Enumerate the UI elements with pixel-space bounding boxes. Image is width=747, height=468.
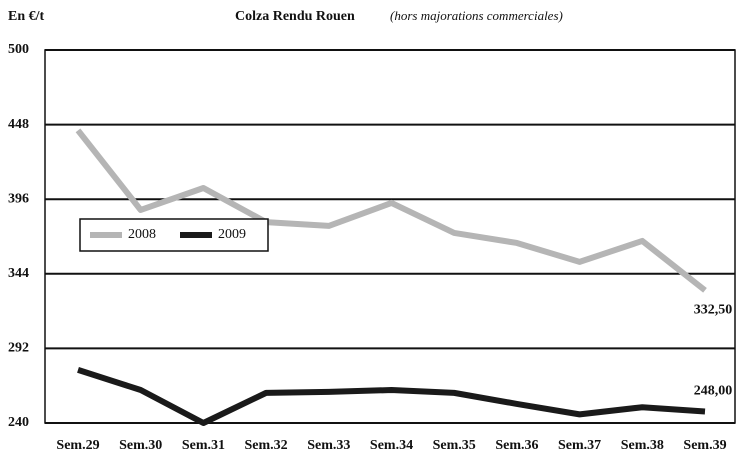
x-tick-label: Sem.29 (56, 438, 99, 453)
x-tick-label: Sem.33 (307, 438, 350, 453)
y-tick-label: 396 (8, 191, 29, 206)
series-line (75, 128, 707, 293)
series-line (77, 367, 706, 426)
y-tick-label: 344 (8, 266, 29, 281)
x-tick-label: Sem.34 (370, 438, 413, 453)
y-tick-label: 292 (8, 341, 29, 356)
x-tick-label: Sem.31 (182, 438, 225, 453)
x-tick-label: Sem.37 (558, 438, 601, 453)
y-tick-label: 240 (8, 415, 29, 430)
value-label: 332,50 (694, 303, 733, 318)
x-tick-label: Sem.36 (495, 438, 538, 453)
chart-subtitle: (hors majorations commerciales) (390, 8, 563, 23)
legend-label: 2009 (218, 227, 246, 242)
y-tick-label: 448 (8, 117, 29, 132)
y-axis-label: En €/t (8, 9, 45, 24)
x-tick-label: Sem.38 (621, 438, 664, 453)
x-tick-label: Sem.30 (119, 438, 162, 453)
chart-title: Colza Rendu Rouen (235, 9, 355, 24)
value-label: 248,00 (694, 384, 733, 399)
x-tick-label: Sem.32 (245, 438, 288, 453)
x-tick-label: Sem.35 (433, 438, 476, 453)
y-tick-label: 500 (8, 42, 29, 57)
legend-label: 2008 (128, 227, 156, 242)
x-tick-label: Sem.39 (683, 438, 726, 453)
